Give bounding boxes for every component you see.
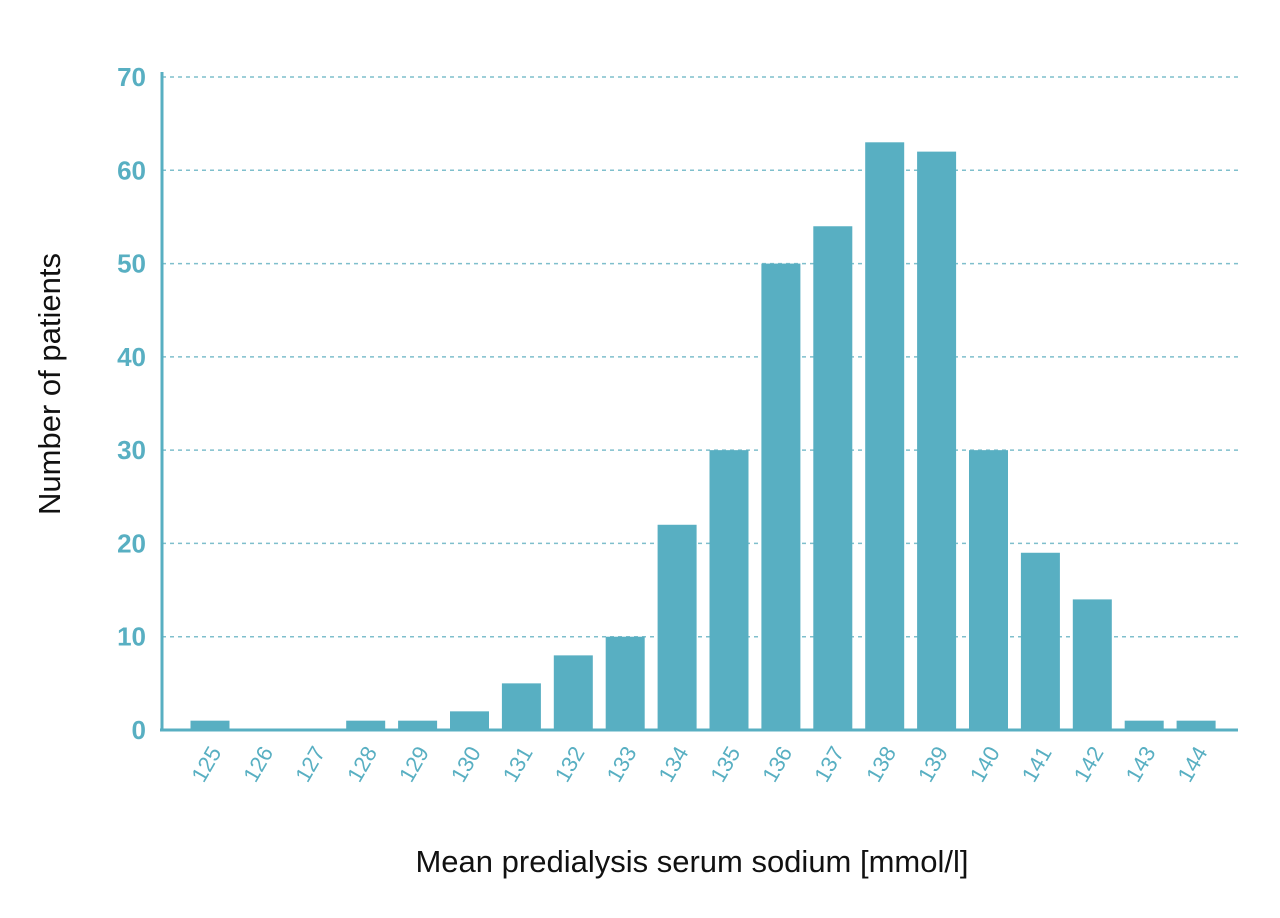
- bar-128: [346, 720, 386, 730]
- y-tick-label: 10: [117, 622, 146, 652]
- x-axis-title: Mean predialysis serum sodium [mmol/l]: [415, 844, 968, 879]
- x-tick-label: 136: [757, 742, 797, 786]
- y-tick-label: 30: [117, 435, 146, 465]
- x-tick-label: 137: [809, 742, 849, 786]
- x-tick-label: 126: [238, 742, 278, 786]
- x-tick-label: 138: [861, 742, 901, 786]
- y-tick-label: 40: [117, 342, 146, 372]
- bar-133: [605, 636, 645, 730]
- bar-132: [553, 655, 593, 730]
- x-tick-label: 141: [1017, 742, 1057, 786]
- y-tick-label: 0: [132, 715, 146, 745]
- x-tick-label: 132: [550, 742, 590, 786]
- x-tick-label: 135: [705, 742, 745, 786]
- x-tick-label: 131: [498, 742, 538, 786]
- bar-134: [657, 524, 697, 730]
- y-tick-label: 20: [117, 528, 146, 558]
- y-tick-labels: 0 10 20 30 40 50 60 70: [117, 62, 146, 745]
- x-tick-label: 139: [913, 742, 953, 786]
- x-tick-label: 129: [394, 742, 434, 786]
- gridlines: [162, 76, 1238, 638]
- x-tick-label: 144: [1172, 742, 1212, 786]
- y-tick-label: 70: [117, 62, 146, 92]
- bar-139: [917, 151, 957, 731]
- bar-135: [709, 450, 749, 730]
- bar-143: [1124, 720, 1164, 730]
- x-tick-label: 127: [290, 742, 330, 786]
- x-tick-label: 142: [1069, 742, 1109, 786]
- y-tick-label: 50: [117, 249, 146, 279]
- bar-144: [1176, 720, 1216, 730]
- bar-140: [969, 450, 1008, 730]
- bar-138: [865, 142, 905, 731]
- bars: [190, 142, 1216, 731]
- x-tick-label: 128: [342, 742, 382, 786]
- bar-136: [761, 263, 801, 730]
- x-tick-label: 125: [186, 742, 226, 786]
- bar-142: [1072, 599, 1112, 730]
- bar-125: [190, 720, 230, 730]
- x-tick-label: 133: [602, 742, 642, 786]
- bar-129: [398, 720, 438, 730]
- x-tick-label: 140: [965, 742, 1005, 786]
- x-tick-labels: 125 126 127 128 129 130 131 132 133 134 135 136 137 1…: [186, 742, 1212, 786]
- bar-137: [813, 226, 853, 730]
- bar-141: [1020, 552, 1060, 730]
- x-tick-label: 130: [446, 742, 486, 786]
- y-axis-title: Number of patients: [32, 253, 67, 515]
- bar-131: [501, 683, 541, 730]
- x-tick-label: 143: [1121, 742, 1161, 786]
- bar-130: [450, 711, 489, 730]
- x-tick-label: 134: [653, 742, 693, 786]
- y-tick-label: 60: [117, 155, 146, 185]
